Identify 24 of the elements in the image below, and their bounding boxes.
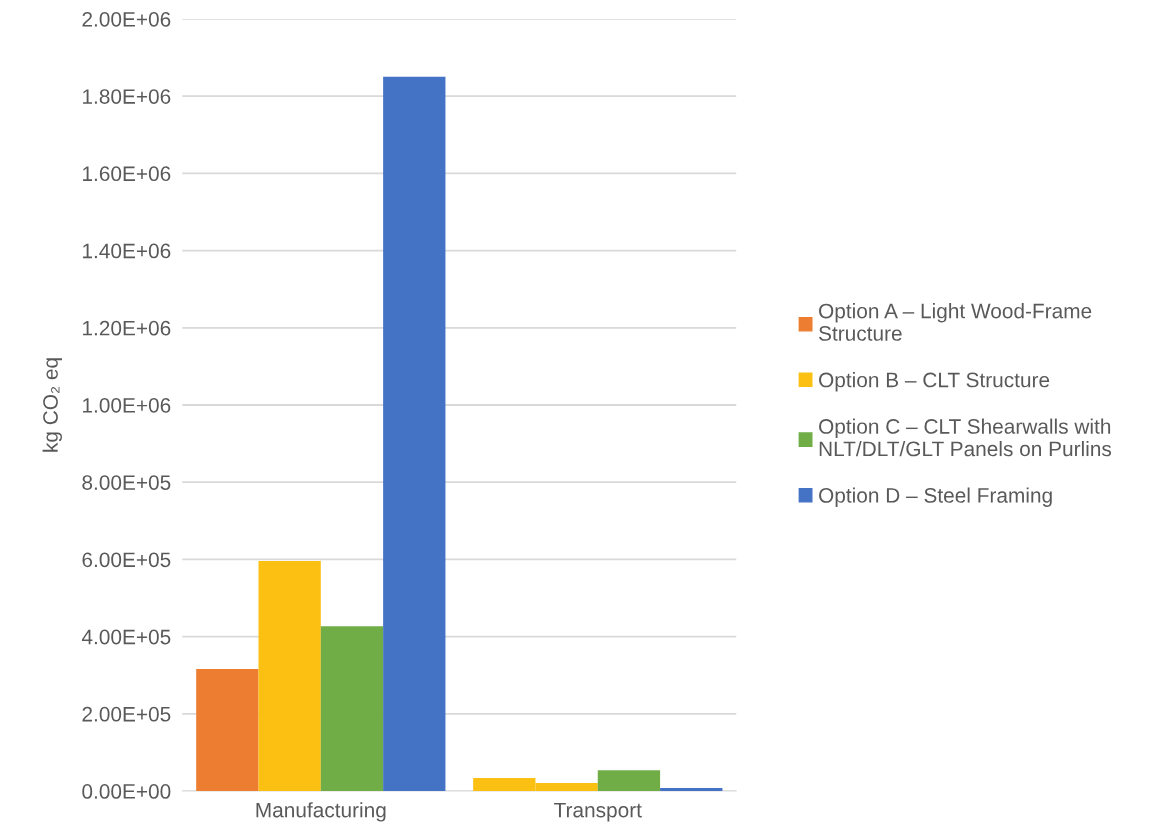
y-tick-label: 8.00E+05	[82, 475, 171, 490]
bar	[597, 770, 661, 792]
y-tick-label: 2.00E+06	[82, 11, 171, 27]
bar	[258, 560, 321, 792]
y-tick-label: 1.60E+06	[83, 166, 171, 182]
y-axis-title: kg CO₂ eq	[42, 358, 62, 452]
x-tick-label: Transport	[554, 802, 642, 822]
bar	[660, 787, 723, 792]
y-tick-label: 1.20E+06	[83, 320, 171, 336]
x-tick-label: Manufacturing	[256, 802, 386, 822]
y-tick-label: 6.00E+05	[82, 552, 171, 568]
legend-label: Option C – CLT Shearwalls with NLT/DLT/GLT Panels on Purlins	[819, 418, 1112, 457]
legend-label: Option B – CLT Structure	[819, 372, 1050, 392]
legend-label: Option D – Steel Framing	[819, 487, 1052, 507]
y-tick-label: 0.00E+00	[82, 784, 171, 799]
y-tick-label: 1.00E+06	[83, 398, 171, 413]
y-tick-label: 2.00E+05	[82, 706, 171, 722]
y-tick-label: 4.00E+05	[81, 629, 171, 645]
legend-label: Option A – Light Wood-Frame Structure	[819, 303, 1092, 341]
y-tick-label: 1.40E+06	[83, 243, 171, 259]
bar	[383, 76, 446, 792]
bar	[320, 626, 384, 792]
bar	[196, 669, 259, 792]
y-tick-label: 1.80E+06	[83, 89, 171, 104]
